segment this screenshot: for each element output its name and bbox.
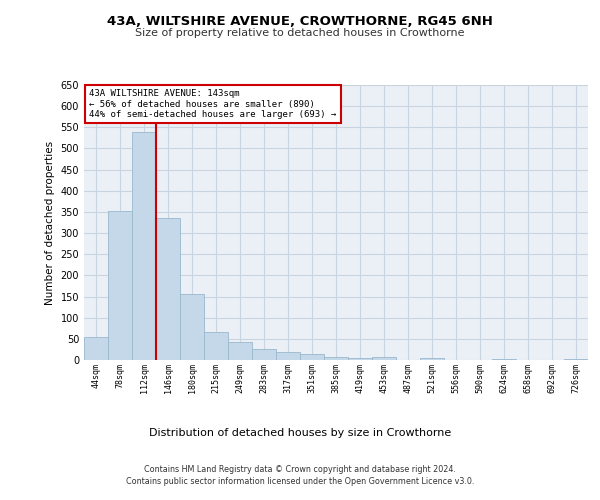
Bar [204, 332, 228, 360]
Bar [156, 218, 180, 360]
Bar [372, 357, 396, 360]
Bar [132, 132, 156, 360]
Bar [420, 358, 444, 360]
Bar [300, 354, 324, 360]
Bar [84, 336, 108, 360]
Y-axis label: Number of detached properties: Number of detached properties [45, 140, 55, 304]
Bar [180, 294, 204, 360]
Bar [108, 210, 132, 360]
Bar [276, 352, 300, 360]
Bar [564, 359, 588, 360]
Bar [228, 342, 252, 360]
Text: Size of property relative to detached houses in Crowthorne: Size of property relative to detached ho… [135, 28, 465, 38]
Text: 43A, WILTSHIRE AVENUE, CROWTHORNE, RG45 6NH: 43A, WILTSHIRE AVENUE, CROWTHORNE, RG45 … [107, 15, 493, 28]
Bar [324, 357, 348, 360]
Bar [252, 350, 276, 360]
Text: Distribution of detached houses by size in Crowthorne: Distribution of detached houses by size … [149, 428, 451, 438]
Text: Contains public sector information licensed under the Open Government Licence v3: Contains public sector information licen… [126, 478, 474, 486]
Text: Contains HM Land Registry data © Crown copyright and database right 2024.: Contains HM Land Registry data © Crown c… [144, 465, 456, 474]
Bar [348, 358, 372, 360]
Bar [492, 359, 516, 360]
Text: 43A WILTSHIRE AVENUE: 143sqm
← 56% of detached houses are smaller (890)
44% of s: 43A WILTSHIRE AVENUE: 143sqm ← 56% of de… [89, 89, 336, 119]
